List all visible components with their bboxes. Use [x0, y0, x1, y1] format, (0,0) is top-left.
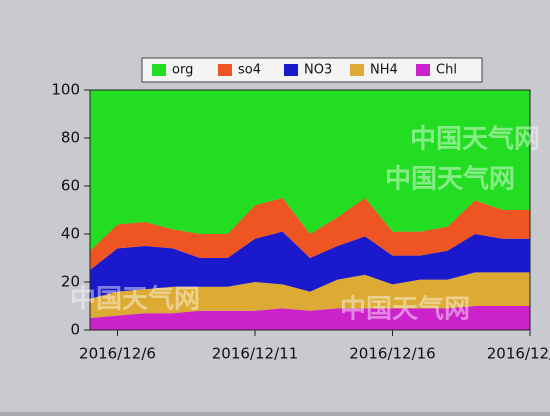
y-tick-label: 0: [70, 321, 80, 339]
area: [90, 306, 530, 330]
legend-label: Chl: [436, 63, 457, 78]
plot-area: [90, 90, 530, 330]
watermark: 中国天气网: [70, 284, 200, 315]
legend-swatch: [218, 64, 232, 76]
area: [90, 231, 530, 299]
legend: org so4 NO3 NH4 Chl: [141, 57, 483, 83]
x-tick-label: 2016/12/16: [349, 345, 435, 363]
area: [90, 272, 530, 318]
legend-swatch: [350, 64, 364, 76]
plot-frame: [89, 89, 531, 331]
x-tick-label: 2016/12/11: [212, 345, 298, 363]
y-tick-label: 100: [51, 81, 80, 99]
legend-label: NH4: [370, 63, 398, 78]
area: [90, 90, 530, 251]
watermark: 中国天气网: [385, 164, 515, 195]
legend-label: org: [172, 63, 193, 78]
x-tick-label: 2016/12/6: [79, 345, 156, 363]
legend-swatch: [284, 64, 298, 76]
legend-label: so4: [238, 63, 261, 78]
watermark: 中国天气网: [410, 124, 540, 155]
y-tick-label: 80: [61, 129, 80, 147]
x-tick-label: 2016/12/21: [487, 345, 550, 363]
y-tick-label: 60: [61, 177, 80, 195]
y-tick-label: 20: [61, 273, 80, 291]
legend-swatch: [416, 64, 430, 76]
legend-swatch: [152, 64, 166, 76]
legend-label: NO3: [304, 63, 332, 78]
y-tick-label: 40: [61, 225, 80, 243]
watermark: 中国天气网: [340, 294, 470, 325]
